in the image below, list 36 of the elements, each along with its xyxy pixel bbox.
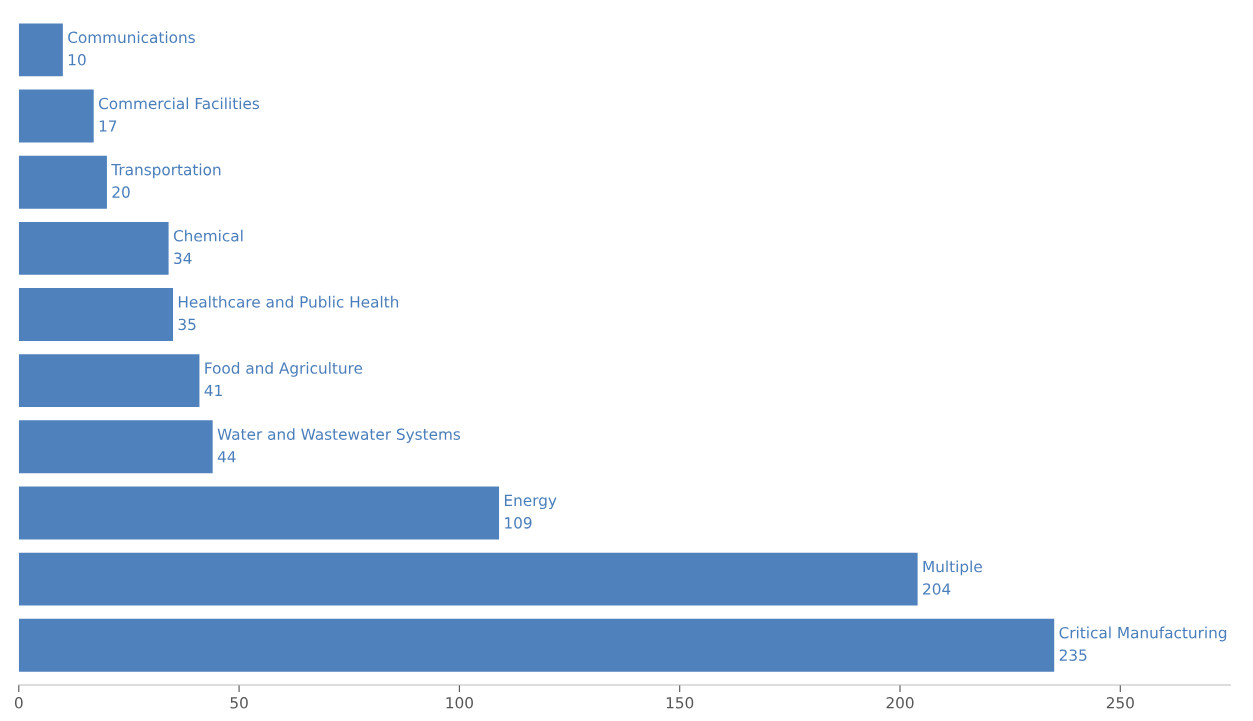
data-label: 35 (178, 318, 196, 331)
data-label: 109 (505, 517, 532, 529)
data-label: 41 (204, 384, 222, 397)
x-tick-label: 250 (1106, 697, 1134, 709)
data-label: 17 (99, 120, 117, 132)
bar (18, 552, 918, 606)
bar (18, 23, 63, 77)
y-tick-label: Food and Agriculture (205, 362, 363, 377)
bar (18, 618, 1055, 672)
y-tick-label: Chemical (173, 229, 243, 242)
bar (18, 288, 174, 341)
bar (18, 221, 169, 275)
x-tick-label: 150 (666, 697, 694, 709)
bar (18, 89, 94, 143)
y-tick-label: Water and Wastewater Systems (217, 428, 461, 443)
bar (18, 486, 500, 540)
data-label: 235 (1059, 649, 1087, 661)
bar (18, 420, 213, 474)
y-tick-label: Critical Manufacturing (1059, 626, 1227, 642)
data-label: 44 (217, 451, 236, 463)
data-label: 10 (68, 54, 86, 66)
y-tick-label: Multiple (923, 560, 982, 576)
y-tick-label: Transportation (111, 163, 221, 179)
x-tick-label: 100 (446, 697, 473, 709)
bar (18, 354, 200, 408)
y-tick-label: Communications (68, 31, 195, 44)
data-label: 20 (112, 186, 130, 198)
x-tick-label: 200 (886, 697, 914, 709)
data-label: 204 (923, 583, 951, 595)
y-tick-label: Commercial Facilities (98, 97, 260, 110)
y-tick-label: Energy (504, 494, 557, 510)
data-label: 34 (174, 252, 192, 265)
y-tick-label: Healthcare and Public Health (178, 295, 399, 308)
x-tick-label: 0 (14, 697, 23, 709)
bar (18, 155, 107, 209)
x-tick-label: 50 (230, 697, 248, 709)
